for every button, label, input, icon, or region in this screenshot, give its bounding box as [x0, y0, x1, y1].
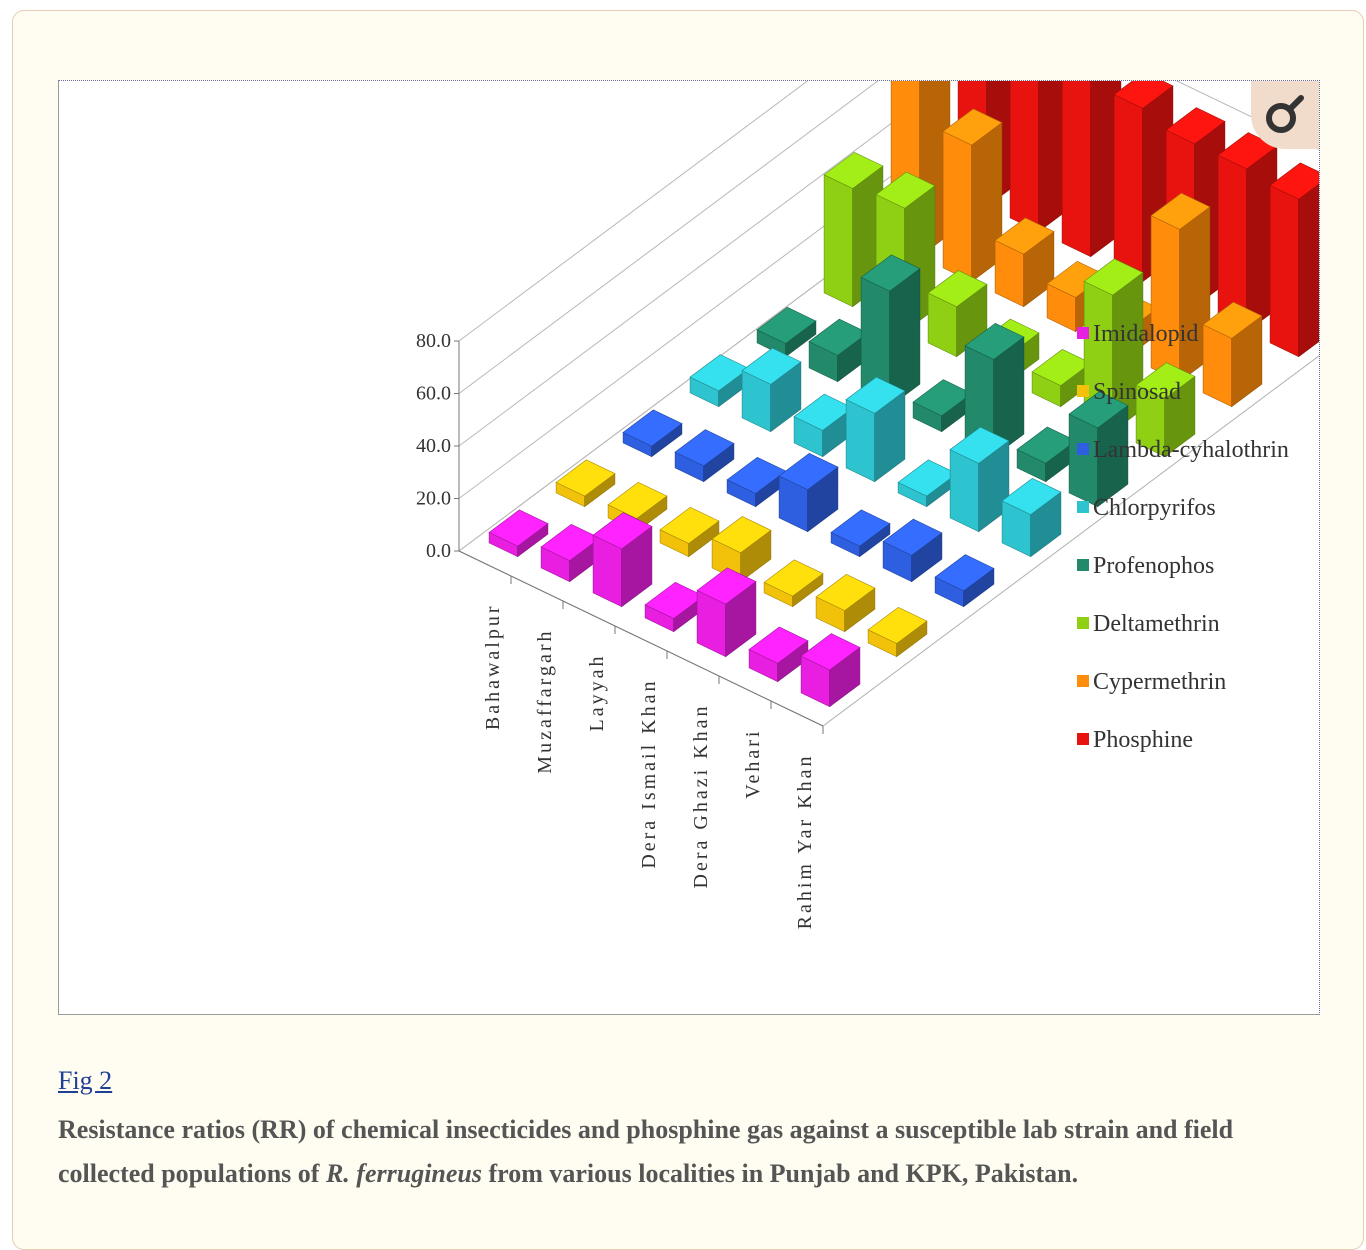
bar-deltamethrin-1: [823, 151, 884, 308]
bar-imidalopid-7: [800, 633, 861, 708]
y-tick-label: 60.0: [416, 383, 451, 405]
bar-spinosad-7: [867, 606, 928, 658]
bar-cypermethrin-6: [1150, 192, 1211, 383]
bar-imidalopid-3: [592, 512, 653, 608]
y-tick-label: 20.0: [416, 488, 451, 510]
bar-lambda-cyhalothrin-7: [934, 554, 995, 608]
category-label: Rahim Yar Khan: [794, 754, 816, 930]
bar-imidalopid-2: [540, 524, 601, 583]
y-tick-label: 80.0: [416, 330, 451, 352]
bar-imidalopid-4: [644, 581, 705, 633]
bar-imidalopid-1: [488, 509, 549, 558]
bar-profenophos-3: [860, 254, 921, 408]
bar-chlorpyrifos-2: [741, 347, 802, 433]
x-axis-line: [458, 550, 824, 727]
chart-labels: 0.0 20.0 40.0 60.0 80.0 Bahawalpur Muzaffargar…: [416, 330, 816, 929]
bar-lambda-cyhalothrin-4: [778, 453, 839, 533]
category-label: Dera Ghazi Khan: [690, 704, 712, 889]
bar-cypermethrin-7: [1202, 301, 1263, 408]
category-label: Layyah: [586, 654, 608, 732]
bar-phosphine-3: [1061, 81, 1122, 258]
category-label: Dera Ismail Khan: [638, 679, 660, 869]
legend-label: Deltamethrin: [1093, 611, 1220, 637]
figure-frame: 0.0 20.0 40.0 60.0 80.0 Bahawalpur Muzaffargar…: [58, 80, 1320, 1015]
legend-swatch: [1077, 559, 1089, 571]
y-tick-label: 0.0: [426, 540, 451, 562]
bar-lambda-cyhalothrin-6: [882, 518, 943, 583]
legend-label: Chlorpyrifos: [1093, 495, 1216, 521]
resistance-3d-bar-chart: 0.0 20.0 40.0 60.0 80.0 Bahawalpur Muzaffargar…: [416, 81, 1319, 929]
magnifier-icon: [1266, 95, 1304, 133]
bar-imidalopid-6: [748, 626, 809, 683]
bar-lambda-cyhalothrin-1: [622, 409, 683, 458]
legend-swatch: [1077, 733, 1089, 745]
bar-spinosad-3: [659, 506, 720, 558]
bar-lambda-cyhalothrin-3: [726, 456, 787, 508]
legend-label: Lambda-cyhalothrin: [1093, 437, 1289, 463]
bar-profenophos-5: [964, 322, 1025, 458]
bar-lambda-cyhalothrin-5: [830, 509, 891, 558]
chart-bars: [488, 81, 1319, 708]
legend-swatch: [1077, 443, 1089, 455]
bar-spinosad-5: [763, 559, 824, 608]
bar-spinosad-6: [815, 574, 876, 633]
caption-text-end: from various localities in Punjab and KP…: [482, 1159, 1079, 1188]
zoom-button[interactable]: [1251, 81, 1319, 149]
legend-swatch: [1077, 385, 1089, 397]
bar-deltamethrin-6: [1083, 258, 1144, 433]
bar-cypermethrin-2: [942, 108, 1003, 283]
bar-chlorpyrifos-6: [949, 426, 1010, 533]
caption-text: Resistance ratios (RR) of chemical insec…: [58, 1115, 1234, 1188]
bar-profenophos-1: [756, 306, 817, 358]
bar-deltamethrin-5: [1031, 349, 1092, 408]
chart-legend: Imidalopid Spinosad Lambda-cyhalothrin Chlo…: [1077, 321, 1289, 753]
bar-chlorpyrifos-7: [1001, 478, 1062, 558]
bar-spinosad-1: [555, 459, 616, 508]
figure-link[interactable]: Fig 2: [58, 1066, 113, 1095]
legend-swatch: [1077, 675, 1089, 687]
figure-caption: Resistance ratios (RR) of chemical insec…: [58, 1108, 1318, 1196]
legend-swatch: [1077, 327, 1089, 339]
gridline: [458, 81, 1319, 342]
bar-phosphine-6: [1217, 132, 1278, 333]
bar-chlorpyrifos-1: [689, 354, 750, 408]
category-label: Bahawalpur: [482, 604, 504, 731]
bar-profenophos-2: [808, 318, 869, 383]
bar-profenophos-6: [1016, 426, 1077, 483]
y-tick-label: 40.0: [416, 435, 451, 457]
caption-species: R. ferrugineus: [325, 1159, 482, 1188]
bar-phosphine-2: [1009, 81, 1070, 233]
legend-swatch: [1077, 617, 1089, 629]
bar-cypermethrin-3: [994, 217, 1055, 308]
category-label: Muzaffargarh: [534, 629, 556, 774]
bar-profenophos-7: [1068, 391, 1129, 508]
legend-label: Imidalopid: [1093, 321, 1198, 347]
bar-chlorpyrifos-3: [793, 393, 854, 458]
bar-lambda-cyhalothrin-2: [674, 429, 735, 483]
legend-label: Phosphine: [1093, 727, 1193, 753]
bar-phosphine-7: [1269, 162, 1319, 358]
bar-deltamethrin-7: [1135, 362, 1196, 458]
legend-label: Spinosad: [1093, 379, 1181, 405]
bar-chlorpyrifos-4: [845, 376, 906, 483]
legend-label: Cypermethrin: [1093, 669, 1226, 695]
bar-spinosad-4: [711, 516, 772, 583]
bar-chlorpyrifos-5: [897, 459, 958, 508]
legend-label: Profenophos: [1093, 553, 1214, 579]
legend-swatch: [1077, 501, 1089, 513]
category-label: Vehari: [742, 729, 764, 799]
gridline: [458, 81, 1319, 394]
bar-imidalopid-5: [696, 567, 757, 658]
bar-profenophos-4: [912, 379, 973, 433]
